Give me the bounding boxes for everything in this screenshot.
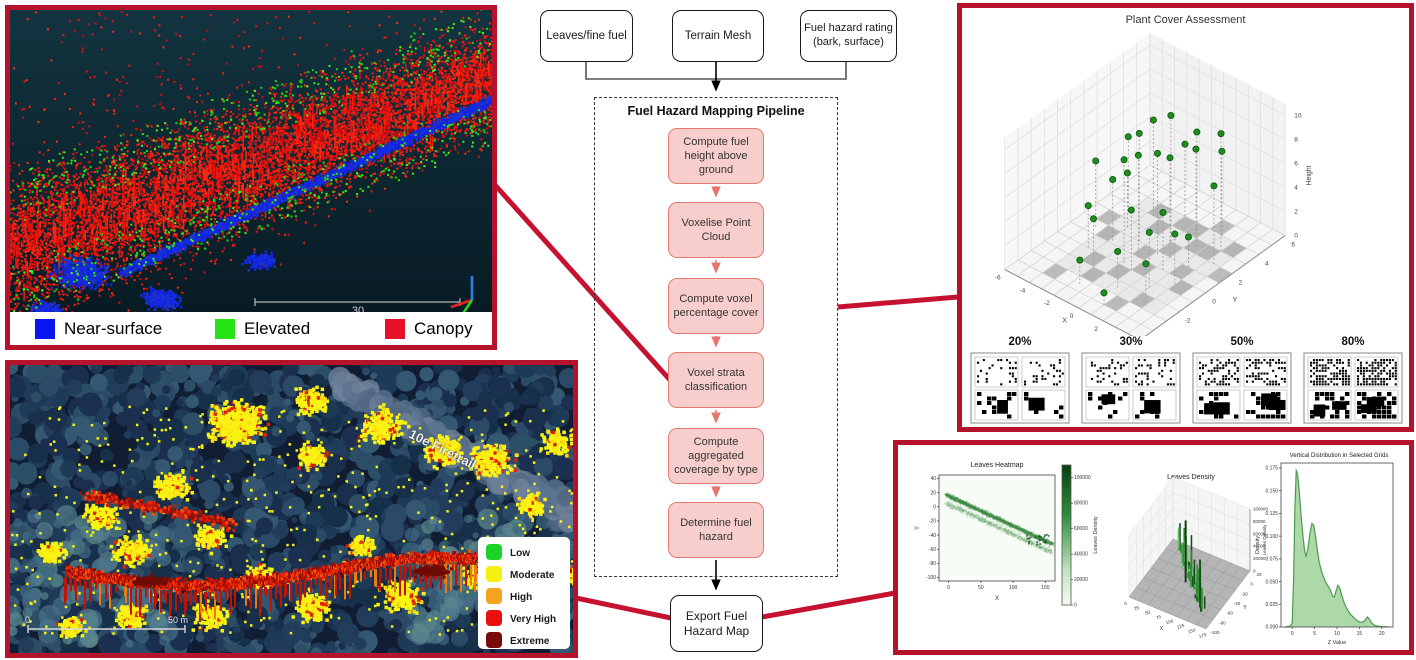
plant-cover-3d-canvas [962,8,1409,336]
cover-grid-30-canvas [1081,352,1181,424]
node-label: Leaves/fine fuel [546,29,627,42]
leaves-heatmap-canvas [903,453,1103,643]
step-label: Compute aggregated coverage by type [674,435,758,477]
grid-label-80: 80% [1341,336,1365,348]
cover-grid-50-canvas [1192,352,1292,424]
pipeline-title: Fuel Hazard Mapping Pipeline [627,104,805,118]
node-fuel-hazard-rating: Fuel hazard rating (bark, surface) [800,10,897,62]
canopy-label: Canopy [414,318,473,338]
pointcloud-canvas [10,10,492,313]
node-label: Terrain Mesh [684,29,752,42]
node-export-fuel-hazard-map: Export Fuel Hazard Map [670,595,763,652]
legend-item-near-surface: Near-surface [35,318,163,339]
step-compute-voxel-cover: Compute voxel percentage cover [668,278,764,334]
hazard-map-canvas [10,365,573,653]
node-label: Fuel hazard rating (bark, surface) [804,22,893,48]
step-aggregated-coverage: Compute aggregated coverage by type [668,428,764,484]
grid-label-30: 30% [1119,336,1143,348]
node-leaves-fine-fuel: Leaves/fine fuel [540,10,633,62]
pointcloud-panel: Near-surface Elevated Canopy [5,5,497,350]
legend-item-canopy: Canopy [385,318,473,339]
step-voxel-strata: Voxel strata classification [668,352,764,408]
elevated-swatch [215,318,235,339]
elevated-label: Elevated [244,318,311,338]
legend-item-elevated: Elevated [215,318,311,339]
step-label: Voxelise Point Cloud [681,216,751,243]
step-label: Determine fuel hazard [680,516,752,543]
cover-grid-20-canvas [970,352,1070,424]
step-label: Compute fuel height above ground [683,135,749,177]
near-surface-swatch [35,318,55,339]
node-label: Export Fuel Hazard Map [683,608,750,638]
plant-cover-title: Plant Cover Assessment [1125,14,1246,26]
leaves-analysis-panel [893,440,1414,655]
canopy-swatch [385,318,405,339]
node-terrain-mesh: Terrain Mesh [672,10,764,62]
step-compute-fuel-height: Compute fuel height above ground [668,128,764,184]
leaves-density-3d-canvas [1111,447,1271,647]
step-label: Compute voxel percentage cover [673,292,759,319]
step-determine-fuel-hazard: Determine fuel hazard [668,502,764,558]
grid-label-50: 50% [1230,336,1254,348]
step-label: Voxel strata classification [684,366,748,393]
pointcloud-legend: Near-surface Elevated Canopy [10,312,492,345]
grid-label-20: 20% [1008,336,1032,348]
cover-grid-80-canvas [1303,352,1403,424]
step-voxelise-point-cloud: Voxelise Point Cloud [668,202,764,258]
hazard-map-panel [5,360,578,658]
vertical-distribution-canvas [1251,445,1406,650]
near-surface-label: Near-surface [64,318,163,338]
